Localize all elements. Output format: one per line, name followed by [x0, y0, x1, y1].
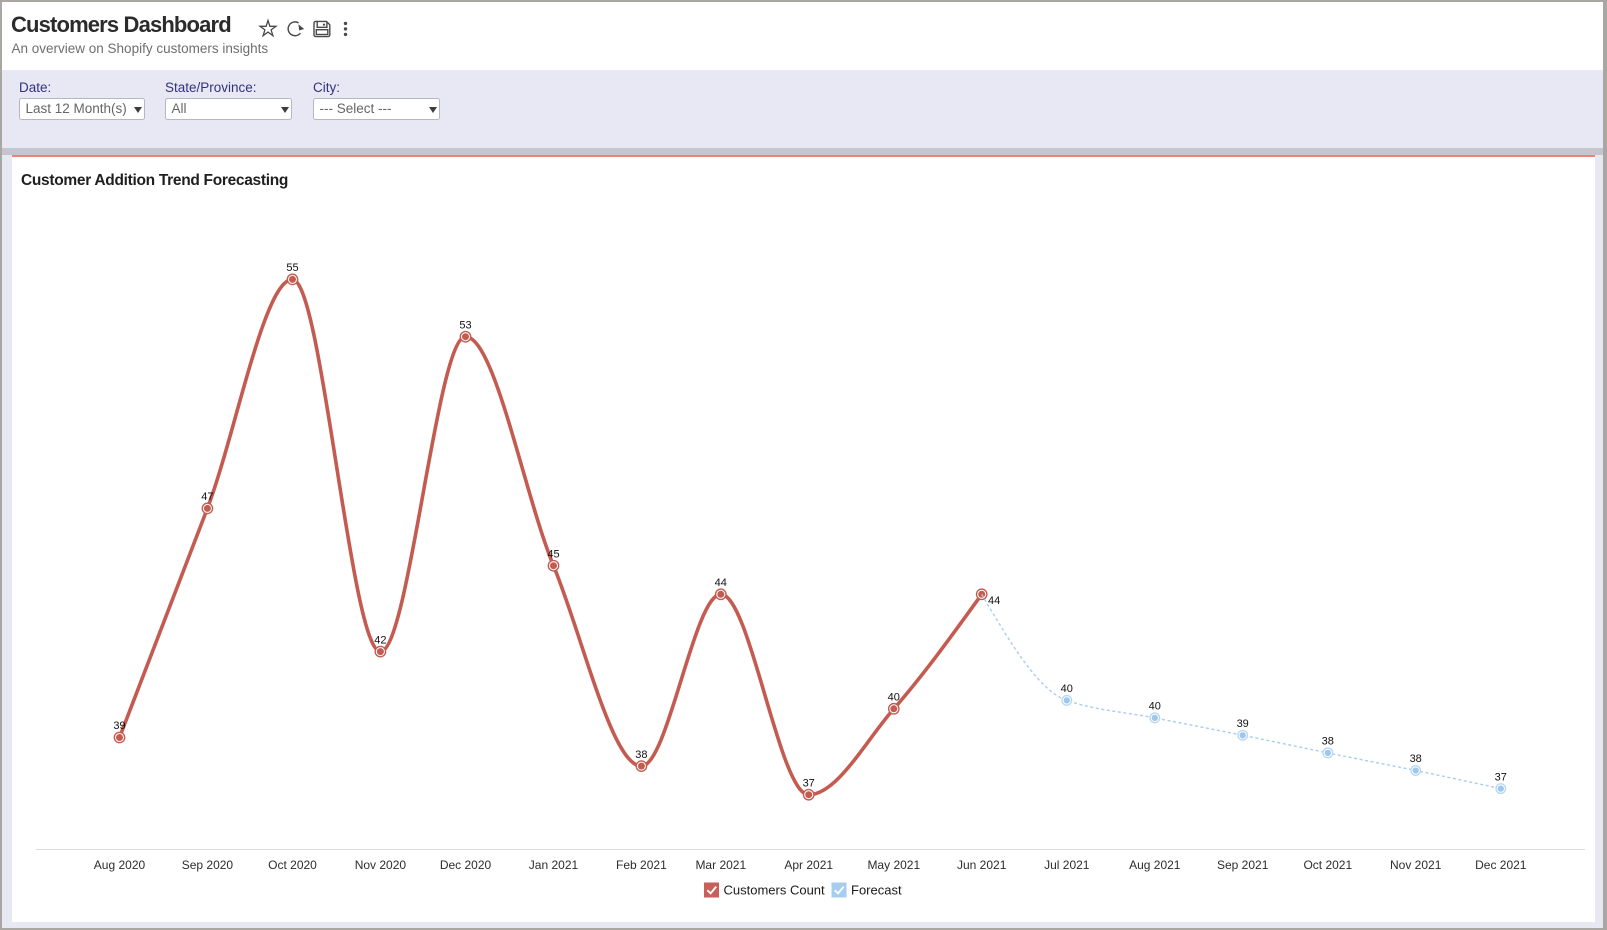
svg-text:Aug 2020: Aug 2020 [94, 858, 146, 872]
svg-text:44: 44 [988, 595, 1000, 607]
svg-text:38: 38 [635, 749, 647, 761]
svg-text:39: 39 [1237, 718, 1249, 730]
svg-text:Feb 2021: Feb 2021 [616, 858, 667, 872]
svg-text:Sep 2021: Sep 2021 [1217, 858, 1269, 872]
svg-text:Dec 2020: Dec 2020 [440, 858, 492, 872]
svg-text:Oct 2021: Oct 2021 [1303, 858, 1352, 872]
svg-text:44: 44 [715, 577, 727, 589]
svg-text:Jul 2021: Jul 2021 [1044, 858, 1090, 872]
svg-text:Aug 2021: Aug 2021 [1129, 858, 1181, 872]
svg-text:Nov 2021: Nov 2021 [1390, 858, 1442, 872]
svg-text:47: 47 [201, 491, 213, 503]
svg-text:38: 38 [1322, 736, 1334, 748]
svg-text:Forecast: Forecast [851, 883, 902, 898]
svg-text:38: 38 [1410, 753, 1422, 765]
svg-text:Customers Count: Customers Count [724, 883, 826, 898]
svg-text:53: 53 [459, 319, 471, 331]
svg-text:55: 55 [286, 262, 298, 274]
svg-text:37: 37 [803, 777, 815, 789]
svg-text:Apr 2021: Apr 2021 [784, 858, 833, 872]
svg-text:Dec 2021: Dec 2021 [1475, 858, 1527, 872]
svg-text:May 2021: May 2021 [867, 858, 920, 872]
svg-text:40: 40 [888, 692, 900, 704]
svg-text:42: 42 [374, 634, 386, 646]
svg-text:Mar 2021: Mar 2021 [695, 858, 746, 872]
svg-text:Sep 2020: Sep 2020 [182, 858, 234, 872]
svg-text:40: 40 [1061, 683, 1073, 695]
svg-text:45: 45 [547, 548, 559, 560]
svg-text:Oct 2020: Oct 2020 [268, 858, 317, 872]
svg-text:Jun 2021: Jun 2021 [957, 858, 1007, 872]
svg-text:40: 40 [1149, 701, 1161, 713]
svg-text:Jan 2021: Jan 2021 [529, 858, 579, 872]
svg-text:37: 37 [1495, 771, 1507, 783]
svg-text:39: 39 [113, 720, 125, 732]
svg-text:Nov 2020: Nov 2020 [355, 858, 407, 872]
